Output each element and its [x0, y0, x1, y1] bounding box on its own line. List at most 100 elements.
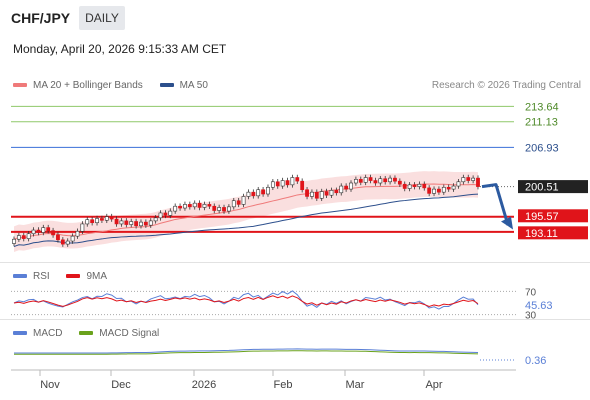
- bullish-candle: [319, 191, 324, 199]
- bullish-candle: [256, 189, 261, 197]
- bearish-candle: [412, 184, 417, 187]
- chart-header: CHF/JPY DAILY: [0, 0, 590, 36]
- bearish-candle: [437, 188, 441, 193]
- bearish-candle: [446, 186, 451, 190]
- bullish-candle: [349, 182, 353, 190]
- bearish-candle: [324, 191, 329, 196]
- bullish-candle: [266, 186, 270, 195]
- bearish-candle: [114, 218, 119, 225]
- bearish-candle: [358, 179, 363, 183]
- bearish-candle: [236, 200, 241, 205]
- bearish-candle: [212, 205, 217, 211]
- bullish-candle: [65, 240, 70, 245]
- rsi-legend: RSI 9MA: [13, 271, 107, 282]
- bearish-candle: [300, 180, 305, 191]
- time-axis-label: Mar: [346, 379, 365, 391]
- bullish-candle: [310, 191, 314, 197]
- ma20-swatch: [13, 83, 27, 88]
- bearish-candle: [422, 183, 427, 189]
- bearish-candle: [56, 234, 60, 241]
- bullish-candle: [441, 186, 446, 193]
- panel-divider: [0, 262, 590, 263]
- bearish-candle: [143, 221, 148, 226]
- rsi-swatch: [13, 274, 27, 279]
- instrument-symbol: CHF/JPY: [11, 10, 71, 26]
- level-label: 200.51: [525, 182, 559, 194]
- rsi-ma-legend-label: 9MA: [86, 271, 108, 282]
- forecast-arrow-head: [501, 216, 513, 230]
- bearish-candle: [334, 190, 339, 194]
- bearish-candle: [21, 235, 26, 239]
- bullish-candle: [70, 235, 75, 242]
- bullish-candle: [139, 221, 143, 227]
- bearish-candle: [134, 221, 139, 227]
- rsi-ma-line: [13, 295, 479, 308]
- bearish-candle: [427, 187, 432, 194]
- price-level-tags: 213.64 211.13 206.93 200.51 195.57 193.11: [518, 101, 588, 240]
- bearish-candle: [46, 227, 51, 231]
- rsi-legend-label: RSI: [33, 271, 50, 282]
- bearish-candle: [393, 177, 397, 182]
- macd-signal-line: [14, 350, 479, 355]
- bearish-candle: [373, 180, 378, 184]
- ma50-line: [13, 193, 479, 248]
- bullish-candle: [26, 233, 31, 239]
- bullish-candle: [153, 217, 158, 222]
- time-axis-label: Nov: [40, 379, 60, 391]
- bearish-candle: [295, 177, 300, 182]
- bullish-candle: [202, 204, 207, 208]
- bullish-candle: [353, 179, 358, 184]
- macd-swatch: [13, 331, 27, 336]
- macd-line: [14, 348, 479, 354]
- bearish-candle: [402, 183, 407, 189]
- bullish-candle: [471, 177, 476, 181]
- bearish-candle: [178, 205, 182, 209]
- bearish-candle: [476, 177, 480, 187]
- macd-signal-swatch: [79, 331, 94, 336]
- bullish-candle: [173, 205, 178, 212]
- bearish-candle: [314, 191, 319, 199]
- bearish-candle: [60, 239, 65, 245]
- bullish-candle: [246, 191, 251, 197]
- time-axis-label: Apr: [425, 379, 442, 391]
- bullish-candle: [451, 185, 456, 190]
- support-tag-bg: [518, 209, 588, 223]
- bullish-candle: [329, 190, 334, 196]
- bullish-candle: [192, 202, 197, 208]
- bearish-candle: [163, 212, 168, 216]
- bullish-candle: [280, 180, 285, 187]
- ma50-legend-label: MA 50: [179, 80, 208, 91]
- bearish-candle: [109, 216, 114, 220]
- bearish-candle: [368, 177, 373, 181]
- bullish-candle: [16, 235, 21, 240]
- bearish-candle: [222, 207, 226, 212]
- rsi-line: [13, 290, 479, 310]
- bearish-candle: [305, 189, 309, 197]
- bearish-candle: [187, 204, 192, 208]
- bearish-candle: [383, 178, 388, 183]
- rsi-level-label: 70: [525, 287, 537, 298]
- bullish-candle: [104, 216, 109, 221]
- current-tag-bg: [518, 180, 588, 194]
- bullish-candle: [456, 181, 461, 187]
- macd-legend: MACD MACD Signal: [13, 328, 159, 339]
- level-label: 195.57: [525, 211, 559, 223]
- bearish-candle: [197, 202, 202, 208]
- bullish-candle: [227, 206, 231, 212]
- support-tag-bg: [518, 226, 588, 240]
- bullish-candle: [432, 188, 436, 194]
- bullish-candle: [75, 230, 80, 237]
- bullish-candle: [241, 196, 246, 205]
- bearish-candle: [466, 177, 471, 181]
- timeframe-button[interactable]: DAILY: [79, 6, 125, 30]
- level-label: 193.11: [525, 228, 558, 240]
- bollinger-bands: [14, 171, 478, 253]
- bullish-candle: [290, 177, 295, 186]
- bullish-candle: [95, 218, 99, 224]
- ma50-swatch: [159, 83, 174, 88]
- macd-value-label: 0.36: [525, 355, 546, 367]
- bearish-candle: [90, 219, 95, 224]
- time-axis-label: Dec: [111, 379, 131, 391]
- macd-legend-label: MACD: [33, 328, 63, 339]
